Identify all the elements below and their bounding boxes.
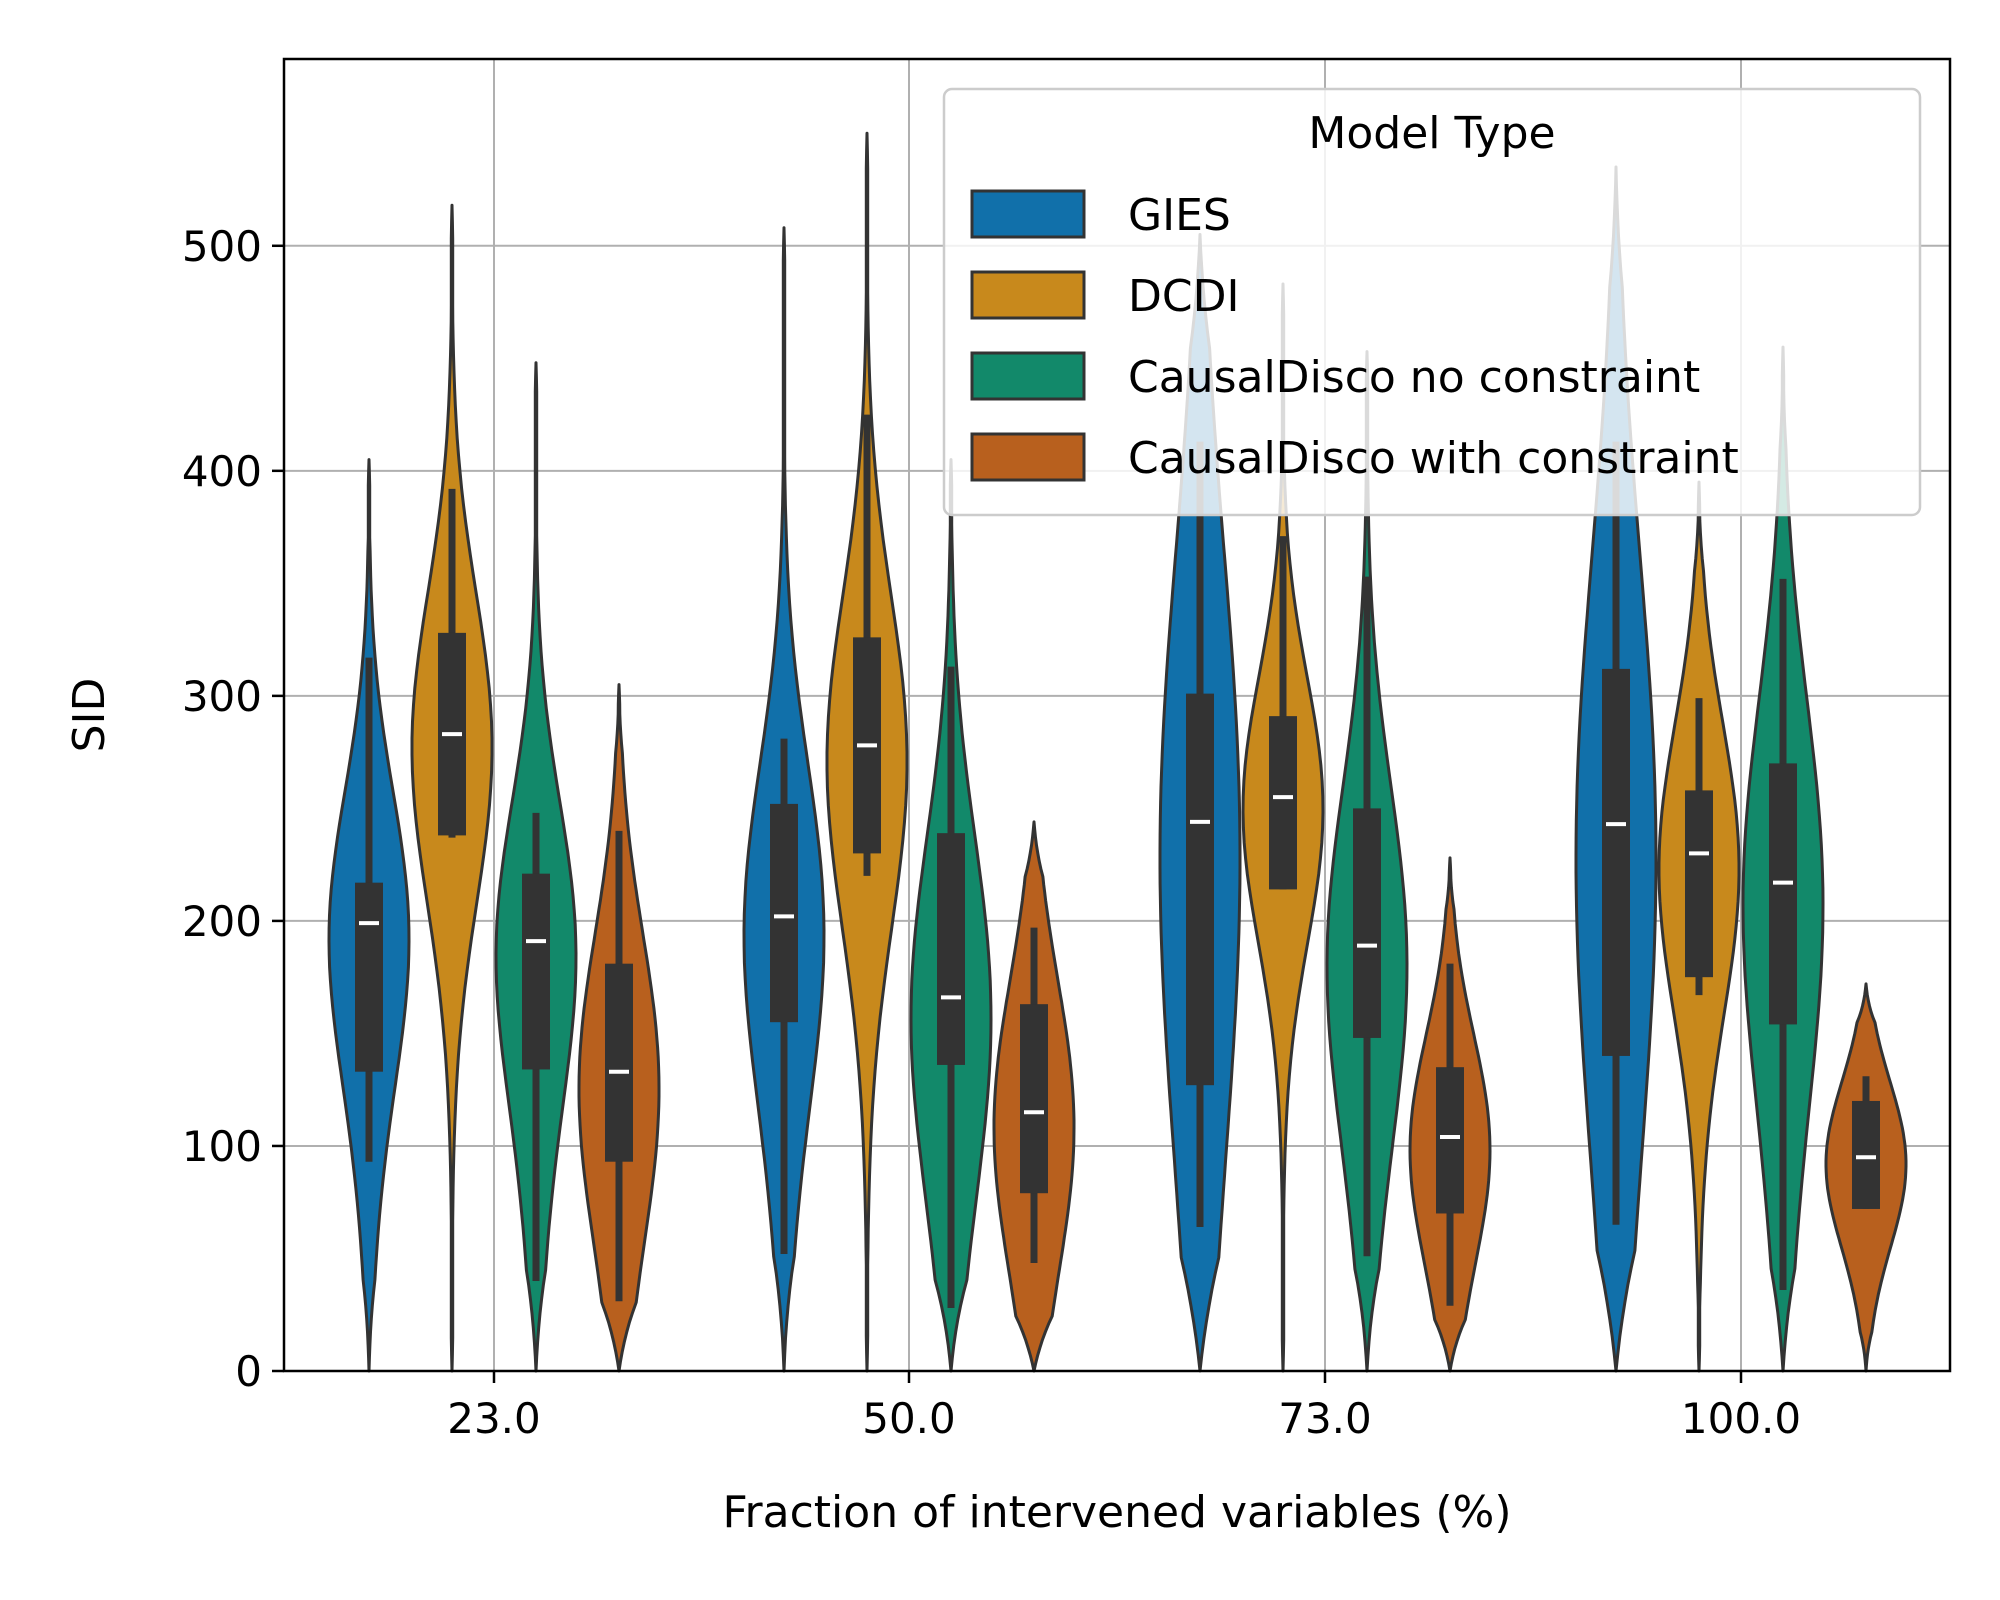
violin-iqr-box [1852,1100,1880,1209]
plot-frame [282,57,1952,1373]
legend-label: CausalDisco with constraint [1128,433,1739,484]
legend-swatch [970,432,1086,482]
legend-title: Model Type [1308,108,1555,159]
x-tick-label: 23.0 [447,1394,541,1443]
legend-box [942,87,1922,517]
y-tick-label: 300 [182,672,262,721]
x-tick-label: 73.0 [1278,1394,1372,1443]
violin-iqr-box [1436,1067,1464,1214]
violin-iqr-box [1269,716,1297,890]
violin-iqr-box [1020,1004,1048,1194]
x-axis-label: Fraction of intervened variables (%) [722,1487,1511,1538]
violin-iqr-box [1769,763,1797,1025]
y-axis-label: SID [64,678,115,753]
violin-iqr-box [1353,808,1381,1038]
x-tick-label: 100.0 [1681,1394,1801,1443]
y-tick-label: 200 [182,897,262,946]
violin-iqr-box [355,882,383,1072]
x-tick-label: 50.0 [862,1394,956,1443]
legend-swatch [970,270,1086,320]
legend-label: DCDI [1128,271,1239,322]
legend-label: GIES [1128,190,1231,241]
violins [327,131,1908,1373]
violin-iqr-box [770,803,798,1023]
violin-iqr-box [937,833,965,1065]
violin-iqr-box [1186,693,1214,1086]
y-tick-label: 500 [182,222,262,271]
y-tick-label: 400 [182,447,262,496]
violin-iqr-box [1685,790,1713,978]
axes: 0 100 200 300 400 500 23.0 50.0 73.0 100.0 [182,222,1801,1443]
violin-iqr-box [1602,668,1630,1056]
violin-iqr-box [522,873,550,1070]
y-tick-label: 0 [235,1347,262,1396]
violin-iqr-box [605,963,633,1162]
legend: Model Type GIES DCDI CausalDisco no constr… [942,87,1922,517]
legend-swatch [970,189,1086,239]
y-tick-label: 100 [182,1122,262,1171]
legend-swatch [970,351,1086,401]
legend-label: CausalDisco no constraint [1128,352,1700,403]
